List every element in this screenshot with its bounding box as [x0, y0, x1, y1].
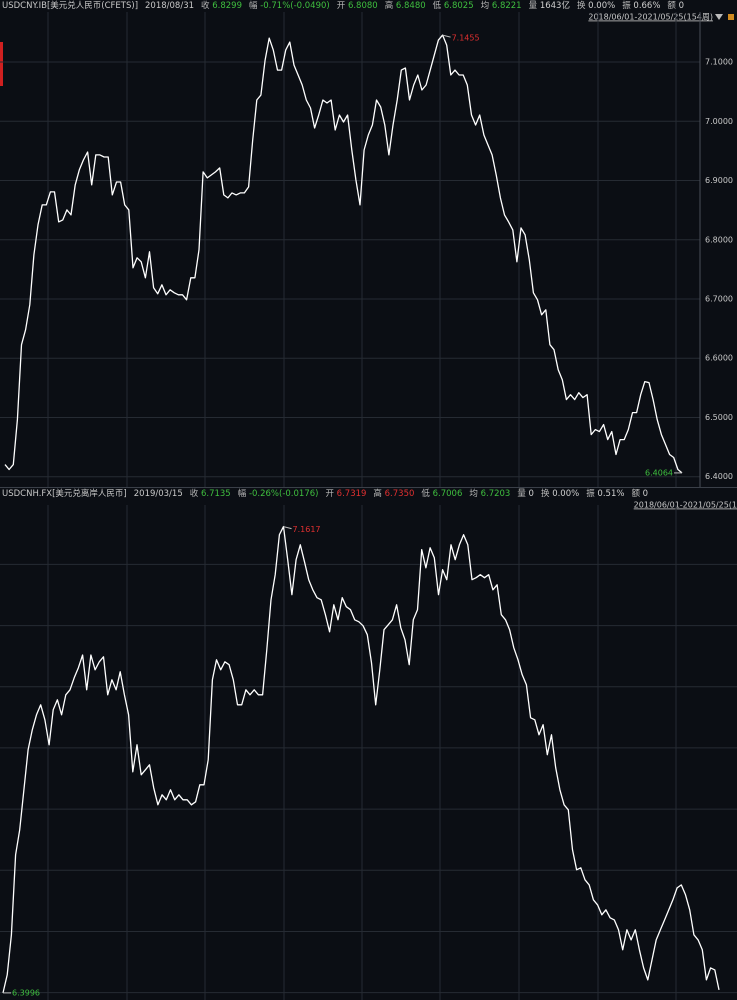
side-marker	[0, 42, 3, 86]
high-label: 7.1455	[452, 34, 480, 43]
lock-icon	[728, 14, 734, 20]
quote-bar: USDCNY.IB[美元兑人民币(CFETS)] 2018/08/31 收 6.82…	[0, 0, 737, 12]
quote-item: 收 6.8299	[201, 0, 242, 12]
quote-label: 高	[384, 1, 394, 11]
quote-item: 振 0.66%	[622, 0, 660, 12]
quote-item: 高 6.8480	[385, 0, 426, 12]
quote-label: 振	[586, 489, 595, 499]
y-tick-label: 6.4000	[705, 472, 733, 481]
quote-label: 换	[540, 489, 550, 499]
quote-item: 低 6.8025	[433, 0, 474, 12]
low-label: 6.3996	[12, 988, 40, 997]
quote-value: -0.71%(-0.0490)	[260, 1, 330, 11]
quote-value: 0	[528, 489, 534, 499]
quote-label: 量	[528, 1, 538, 11]
quote-value: 6.7006	[432, 489, 463, 499]
quote-label: 量	[517, 489, 526, 499]
quote-value: 6.8025	[443, 1, 474, 11]
quote-label: 换	[576, 1, 586, 11]
quote-value: 6.8480	[395, 1, 426, 11]
quote-value: -0.26%(-0.0176)	[248, 489, 319, 499]
quote-value: 6.8299	[212, 1, 242, 11]
divider	[0, 487, 737, 488]
y-tick-label: 7.0000	[705, 117, 733, 126]
quote-label: 幅	[237, 489, 247, 499]
quote-item: 幅 -0.71%(-0.0490)	[249, 0, 330, 12]
y-tick-label: 6.9000	[705, 176, 733, 185]
range-label: 2018/06/01-2021/05/25(154周)	[588, 13, 713, 22]
high-pointer	[442, 34, 451, 38]
low-label: 6.4064	[645, 468, 673, 477]
quote-item: 均 6.8221	[481, 0, 522, 12]
quote-label: 开	[325, 489, 334, 499]
quote-value: 6.7319	[336, 489, 367, 499]
quote-item: 低 6.7006	[421, 488, 462, 500]
quote-value: 6.7350	[384, 489, 415, 499]
quote-label: 低	[432, 1, 442, 11]
price-line	[4, 34, 683, 474]
quote-value: 6.7135	[200, 489, 231, 499]
quote-item: 振 0.51%	[586, 488, 624, 500]
quote-item: 量 1643亿	[529, 0, 570, 12]
quote-label: 高	[373, 489, 382, 499]
quote-value: 0	[678, 1, 685, 11]
quote-value: 0.66%	[633, 1, 661, 11]
quote-item: 换 0.00%	[541, 488, 579, 500]
symbol: USDCNH.FX[美元兑离岸人民币]	[2, 489, 127, 499]
dropdown-icon	[715, 14, 723, 20]
quote-item: 均 6.7203	[469, 488, 510, 500]
quote-item: 高 6.7350	[373, 488, 414, 500]
quote-value: 6.8221	[491, 1, 522, 11]
quote-label: 幅	[248, 1, 258, 11]
symbol: USDCNY.IB[美元兑人民币(CFETS)]	[2, 1, 139, 11]
quote-value: 1643亿	[539, 1, 570, 11]
chart: 2018/06/01-2021/05/25(154周) 6.4000 6.5000 6…	[0, 12, 734, 488]
date: 2018/08/31	[145, 1, 195, 11]
range-label: 2018/06/01-2021/05/25(1	[634, 501, 737, 510]
chart: 2018/06/01-2021/05/25(1 7.1617 6.3996	[0, 501, 737, 1000]
quote-value: 0.00%	[588, 1, 616, 11]
quote-label: 振	[622, 1, 631, 11]
quote-label: 开	[336, 1, 346, 11]
quote-label: 额	[631, 489, 640, 499]
quote-item: 开 6.7319	[325, 488, 366, 500]
quote-item: 额 0	[667, 0, 684, 12]
quote-item: 换 0.00%	[577, 0, 615, 12]
date: 2019/03/15	[133, 489, 183, 499]
high-pointer	[283, 526, 292, 530]
quote-label: 均	[469, 489, 478, 499]
y-tick-label: 7.1000	[705, 58, 733, 67]
quote-value: 6.7203	[480, 489, 511, 499]
quote-value: 0.51%	[597, 489, 625, 499]
y-tick-label: 6.8000	[705, 235, 733, 244]
price-line	[2, 525, 720, 994]
quote-label: 收	[201, 1, 210, 11]
quote-value: 0	[642, 489, 649, 499]
quote-item: 开 6.8080	[337, 0, 378, 12]
quote-value: 0.00%	[552, 489, 580, 499]
quote-bar: USDCNH.FX[美元兑离岸人民币] 2019/03/15 收 6.7135 幅 -…	[0, 488, 737, 500]
quote-label: 收	[189, 489, 199, 499]
quote-item: 收 6.7135	[190, 488, 231, 500]
quote-item: 量 0	[517, 488, 534, 500]
quote-item: 幅 -0.26%(-0.0176)	[238, 488, 319, 500]
y-tick-label: 6.7000	[705, 295, 733, 304]
y-tick-label: 6.5000	[705, 413, 733, 422]
quote-label: 均	[480, 1, 490, 11]
quote-value: 6.8080	[347, 1, 378, 11]
quote-item: 额 0	[631, 488, 648, 500]
quote-label: 低	[421, 489, 430, 499]
y-tick-label: 6.6000	[705, 354, 733, 363]
high-label: 7.1617	[293, 525, 321, 534]
quote-label: 额	[667, 1, 676, 11]
